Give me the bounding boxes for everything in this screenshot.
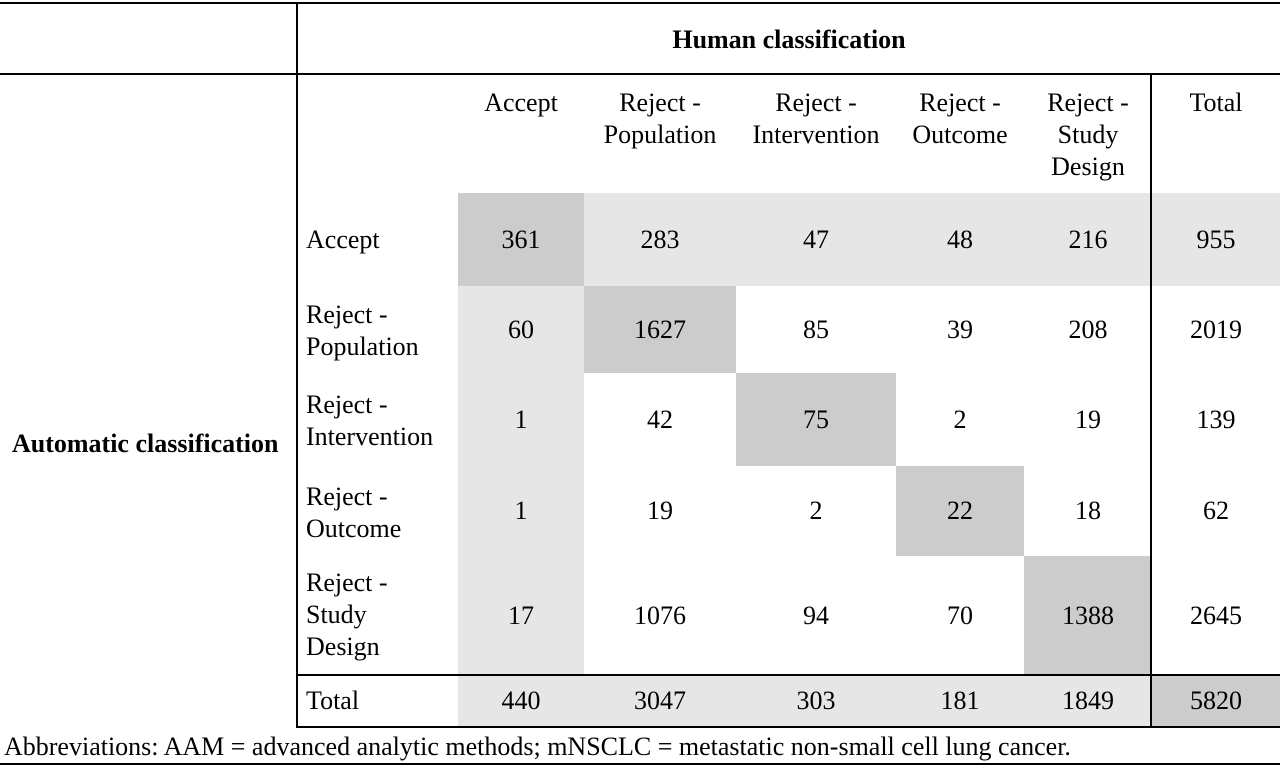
table-cell: 1	[514, 404, 528, 434]
table-cell: 208	[1068, 314, 1108, 344]
table-bottom-rule	[296, 726, 1280, 728]
table-cell: 2	[809, 496, 823, 525]
table-cell: 139	[1196, 404, 1236, 434]
total-cell: 181	[940, 686, 980, 715]
table-cell: 22	[947, 496, 973, 525]
col-header-reject-outcome: Reject - Outcome	[912, 88, 1008, 149]
inner-left-rule	[296, 2, 298, 728]
table-cell: 2645	[1190, 600, 1242, 630]
table-cell: 85	[803, 314, 829, 344]
table-cell: 62	[1203, 496, 1229, 525]
table-cell: 955	[1196, 224, 1236, 254]
shade-total-row	[458, 675, 1280, 727]
top-rule	[0, 2, 1280, 4]
table-cell: 283	[640, 224, 680, 254]
table-cell: 361	[501, 224, 541, 254]
table-cell: 60	[508, 314, 534, 344]
shade-diagonal-1	[458, 193, 584, 286]
table-cell: 39	[947, 314, 973, 344]
table-cell: 1388	[1062, 600, 1114, 630]
table-cell: 1	[514, 496, 528, 525]
table-cell: 48	[947, 224, 973, 254]
shade-accept-row	[458, 193, 1280, 286]
table-cell: 1076	[634, 600, 686, 630]
total-cell: 303	[796, 686, 836, 715]
row-label-accept: Accept	[306, 225, 380, 254]
row-label-reject-study-design: Reject - Study Design	[306, 568, 388, 661]
col-header-accept: Accept	[484, 88, 558, 117]
table-cell: 216	[1068, 224, 1108, 254]
table-cell: 42	[647, 404, 673, 434]
total-row-rule	[296, 674, 1280, 676]
shade-diagonal-4	[896, 466, 1024, 556]
table-cell: 94	[803, 600, 829, 630]
total-cell: 440	[501, 686, 541, 715]
table-cell: 2	[953, 404, 967, 434]
col-header-reject-population: Reject - Population	[603, 88, 717, 149]
automatic-classification-header: Automatic classification	[12, 429, 279, 458]
table-cell: 70	[947, 600, 973, 630]
table-cell: 19	[647, 496, 673, 525]
shade-diagonal-2	[584, 286, 736, 373]
shade-grand-total	[1152, 675, 1280, 727]
col-header-reject-intervention: Reject - Intervention	[752, 88, 880, 149]
shade-diagonal-5	[1024, 556, 1152, 675]
total-cell: 3047	[634, 686, 686, 715]
page-bottom-rule	[0, 763, 1280, 765]
total-column-rule	[1150, 73, 1152, 728]
row-label-reject-intervention: Reject - Intervention	[306, 390, 434, 451]
header-rule	[0, 73, 1280, 75]
table-cell: 1627	[634, 314, 686, 344]
table-cell: 47	[803, 224, 829, 254]
table-cell: 17	[508, 600, 534, 630]
col-header-reject-study-design: Reject - Study Design	[1047, 88, 1129, 181]
shade-diagonal-3	[736, 373, 896, 466]
grand-total-cell: 5820	[1190, 686, 1242, 715]
total-cell: 1849	[1062, 686, 1114, 715]
abbreviations-footnote: Abbreviations: AAM = advanced analytic m…	[4, 732, 1071, 761]
table-cell: 18	[1075, 496, 1101, 525]
table-cell: 19	[1075, 404, 1101, 434]
human-classification-header: Human classification	[672, 25, 906, 54]
row-label-reject-outcome: Reject - Outcome	[306, 482, 402, 543]
table-cell: 75	[803, 404, 829, 434]
row-label-total: Total	[306, 686, 360, 715]
row-label-reject-population: Reject - Population	[306, 300, 419, 361]
table-cell: 2019	[1190, 314, 1242, 344]
col-header-total: Total	[1189, 88, 1243, 117]
